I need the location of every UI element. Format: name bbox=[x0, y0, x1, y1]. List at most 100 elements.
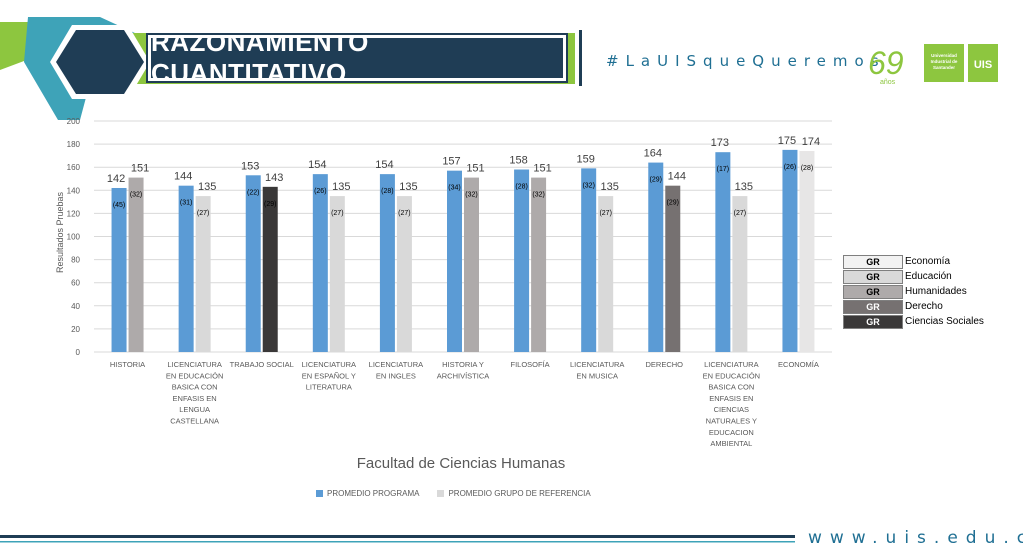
x-tick-label: HISTORIA bbox=[110, 360, 145, 369]
bar-chart: 0 20 40 60 80 100 120 140 160 180 200 142 151 (45) (32… bbox=[67, 117, 832, 448]
y-tick-label: 200 bbox=[67, 117, 81, 126]
data-label-referencia: 135 bbox=[601, 181, 619, 193]
bar-referencia bbox=[732, 196, 748, 352]
gr-legend-box: GR bbox=[843, 269, 903, 284]
chart-legend: PROMEDIO PROGRAMA PROMEDIO GRUPO DE REFE… bbox=[316, 489, 591, 498]
y-tick-label: 140 bbox=[67, 186, 81, 195]
data-label-programa: 154 bbox=[375, 159, 393, 171]
y-axis-title: Resultados Pruebas bbox=[55, 191, 65, 273]
inner-label-referencia: (32) bbox=[465, 192, 477, 199]
data-label-referencia: 151 bbox=[533, 163, 551, 175]
bar-referencia bbox=[799, 151, 815, 352]
y-tick-label: 60 bbox=[71, 279, 80, 288]
inner-label-programa: (28) bbox=[515, 184, 527, 191]
inner-label-programa: (17) bbox=[717, 166, 729, 173]
bar-programa bbox=[782, 149, 798, 352]
gr-legend-label: Economía bbox=[905, 256, 951, 267]
legend-item-referencia: PROMEDIO GRUPO DE REFERENCIA bbox=[437, 489, 591, 498]
header-divider bbox=[579, 30, 582, 86]
bar-programa bbox=[648, 162, 664, 352]
inner-label-referencia: (29) bbox=[264, 201, 276, 208]
university-logo-box bbox=[924, 44, 964, 82]
bar-programa bbox=[245, 175, 261, 352]
gr-legend-box: GR bbox=[843, 254, 903, 269]
bar-referencia bbox=[598, 196, 614, 352]
data-label-referencia: 135 bbox=[198, 181, 216, 193]
bar-referencia bbox=[665, 185, 681, 352]
inner-label-referencia: (27) bbox=[599, 210, 611, 217]
bar-programa bbox=[312, 174, 328, 352]
slide-title-box: RAZONAMIENTO CUANTITATIVO bbox=[146, 27, 568, 88]
inner-label-referencia: (27) bbox=[734, 210, 746, 217]
gr-legend-label: Derecho bbox=[905, 301, 943, 312]
bar-referencia bbox=[329, 196, 345, 352]
x-tick-label: LICENCIATURA EN ESPAÑOL Y LITERATURA bbox=[302, 360, 356, 392]
bar-referencia bbox=[262, 186, 278, 352]
inner-label-referencia: (28) bbox=[801, 165, 813, 172]
bar-programa bbox=[111, 187, 127, 352]
logos: 69 años Universidad Industrial de Santande… bbox=[868, 44, 998, 86]
y-tick-label: 80 bbox=[71, 256, 80, 265]
uis-logo-box bbox=[968, 44, 998, 82]
footer-lines bbox=[0, 535, 795, 543]
inner-label-programa: (26) bbox=[784, 164, 796, 171]
y-tick-label: 40 bbox=[71, 302, 80, 311]
inner-label-programa: (45) bbox=[113, 202, 125, 209]
gr-legend-row: GR Humanidades bbox=[843, 284, 993, 299]
footer-url: www.uis.edu.co bbox=[808, 528, 1023, 548]
anniversary-logo: 69 bbox=[868, 45, 904, 81]
x-tick-label: DERECHO bbox=[646, 360, 684, 369]
x-tick-label: HISTORIA Y ARCHIVÍSTICA bbox=[437, 360, 490, 380]
legend-label-programa: PROMEDIO PROGRAMA bbox=[327, 489, 420, 498]
bar-referencia bbox=[464, 177, 479, 352]
gr-legend-label: Educación bbox=[905, 271, 952, 282]
inner-label-programa: (29) bbox=[650, 177, 662, 184]
data-label-referencia: 174 bbox=[802, 136, 820, 148]
data-label-programa: 154 bbox=[308, 159, 326, 171]
x-tick-label: ECONOMÍA bbox=[778, 360, 819, 369]
bar-programa bbox=[379, 174, 395, 352]
inner-label-referencia: (27) bbox=[398, 210, 410, 217]
data-label-programa: 158 bbox=[509, 155, 527, 167]
x-tick-label: LICENCIATURA EN INGLES bbox=[369, 360, 423, 380]
y-tick-label: 20 bbox=[71, 325, 80, 334]
inner-label-referencia: (32) bbox=[532, 192, 544, 199]
y-tick-label: 120 bbox=[67, 209, 81, 218]
y-tick-label: 0 bbox=[76, 348, 81, 357]
y-tick-label: 100 bbox=[67, 233, 81, 242]
bar-programa bbox=[178, 185, 194, 352]
uis-logo-initials: UIS bbox=[974, 59, 992, 71]
data-label-programa: 153 bbox=[241, 160, 259, 172]
legend-swatch-programa bbox=[316, 490, 323, 497]
bar-programa bbox=[447, 170, 462, 352]
bar-referencia bbox=[396, 196, 412, 352]
data-label-referencia: 135 bbox=[332, 181, 350, 193]
bar-programa bbox=[514, 169, 530, 352]
inner-label-programa: (26) bbox=[314, 188, 326, 195]
data-label-programa: 175 bbox=[778, 135, 796, 147]
inner-label-programa: (34) bbox=[448, 185, 460, 192]
gr-legend-box: GR bbox=[843, 314, 903, 329]
gr-legend-label: Humanidades bbox=[905, 286, 967, 297]
x-tick-label: LICENCIATURA EN EDUCACIÓN BASICA CON ENFASI… bbox=[703, 360, 761, 448]
x-tick-label: LICENCIATURA EN MUSICA bbox=[570, 360, 624, 380]
data-label-referencia: 135 bbox=[735, 181, 753, 193]
gr-legend-label: Ciencias Sociales bbox=[905, 316, 984, 327]
gr-legend-row: GR Derecho bbox=[843, 299, 993, 314]
inner-label-referencia: (32) bbox=[130, 192, 142, 199]
data-label-programa: 159 bbox=[577, 153, 595, 165]
inner-label-programa: (31) bbox=[180, 200, 192, 207]
reference-group-legend: GR Economía GR Educación GR Humanidades GR Dere… bbox=[843, 254, 993, 329]
legend-swatch-referencia bbox=[437, 490, 445, 497]
data-label-referencia: 143 bbox=[265, 172, 283, 184]
gr-legend-row: GR Ciencias Sociales bbox=[843, 314, 993, 329]
y-tick-label: 160 bbox=[67, 163, 81, 172]
data-label-programa: 173 bbox=[711, 137, 729, 149]
gr-legend-row: GR Educación bbox=[843, 269, 993, 284]
inner-label-programa: (28) bbox=[381, 188, 393, 195]
data-label-programa: 157 bbox=[442, 156, 460, 168]
data-label-referencia: 135 bbox=[399, 181, 417, 193]
data-label-programa: 144 bbox=[174, 171, 192, 183]
x-tick-label: LICENCIATURA EN EDUCACIÓN BASICA CON ENFASI… bbox=[166, 360, 224, 426]
gr-legend-box: GR bbox=[843, 299, 903, 314]
